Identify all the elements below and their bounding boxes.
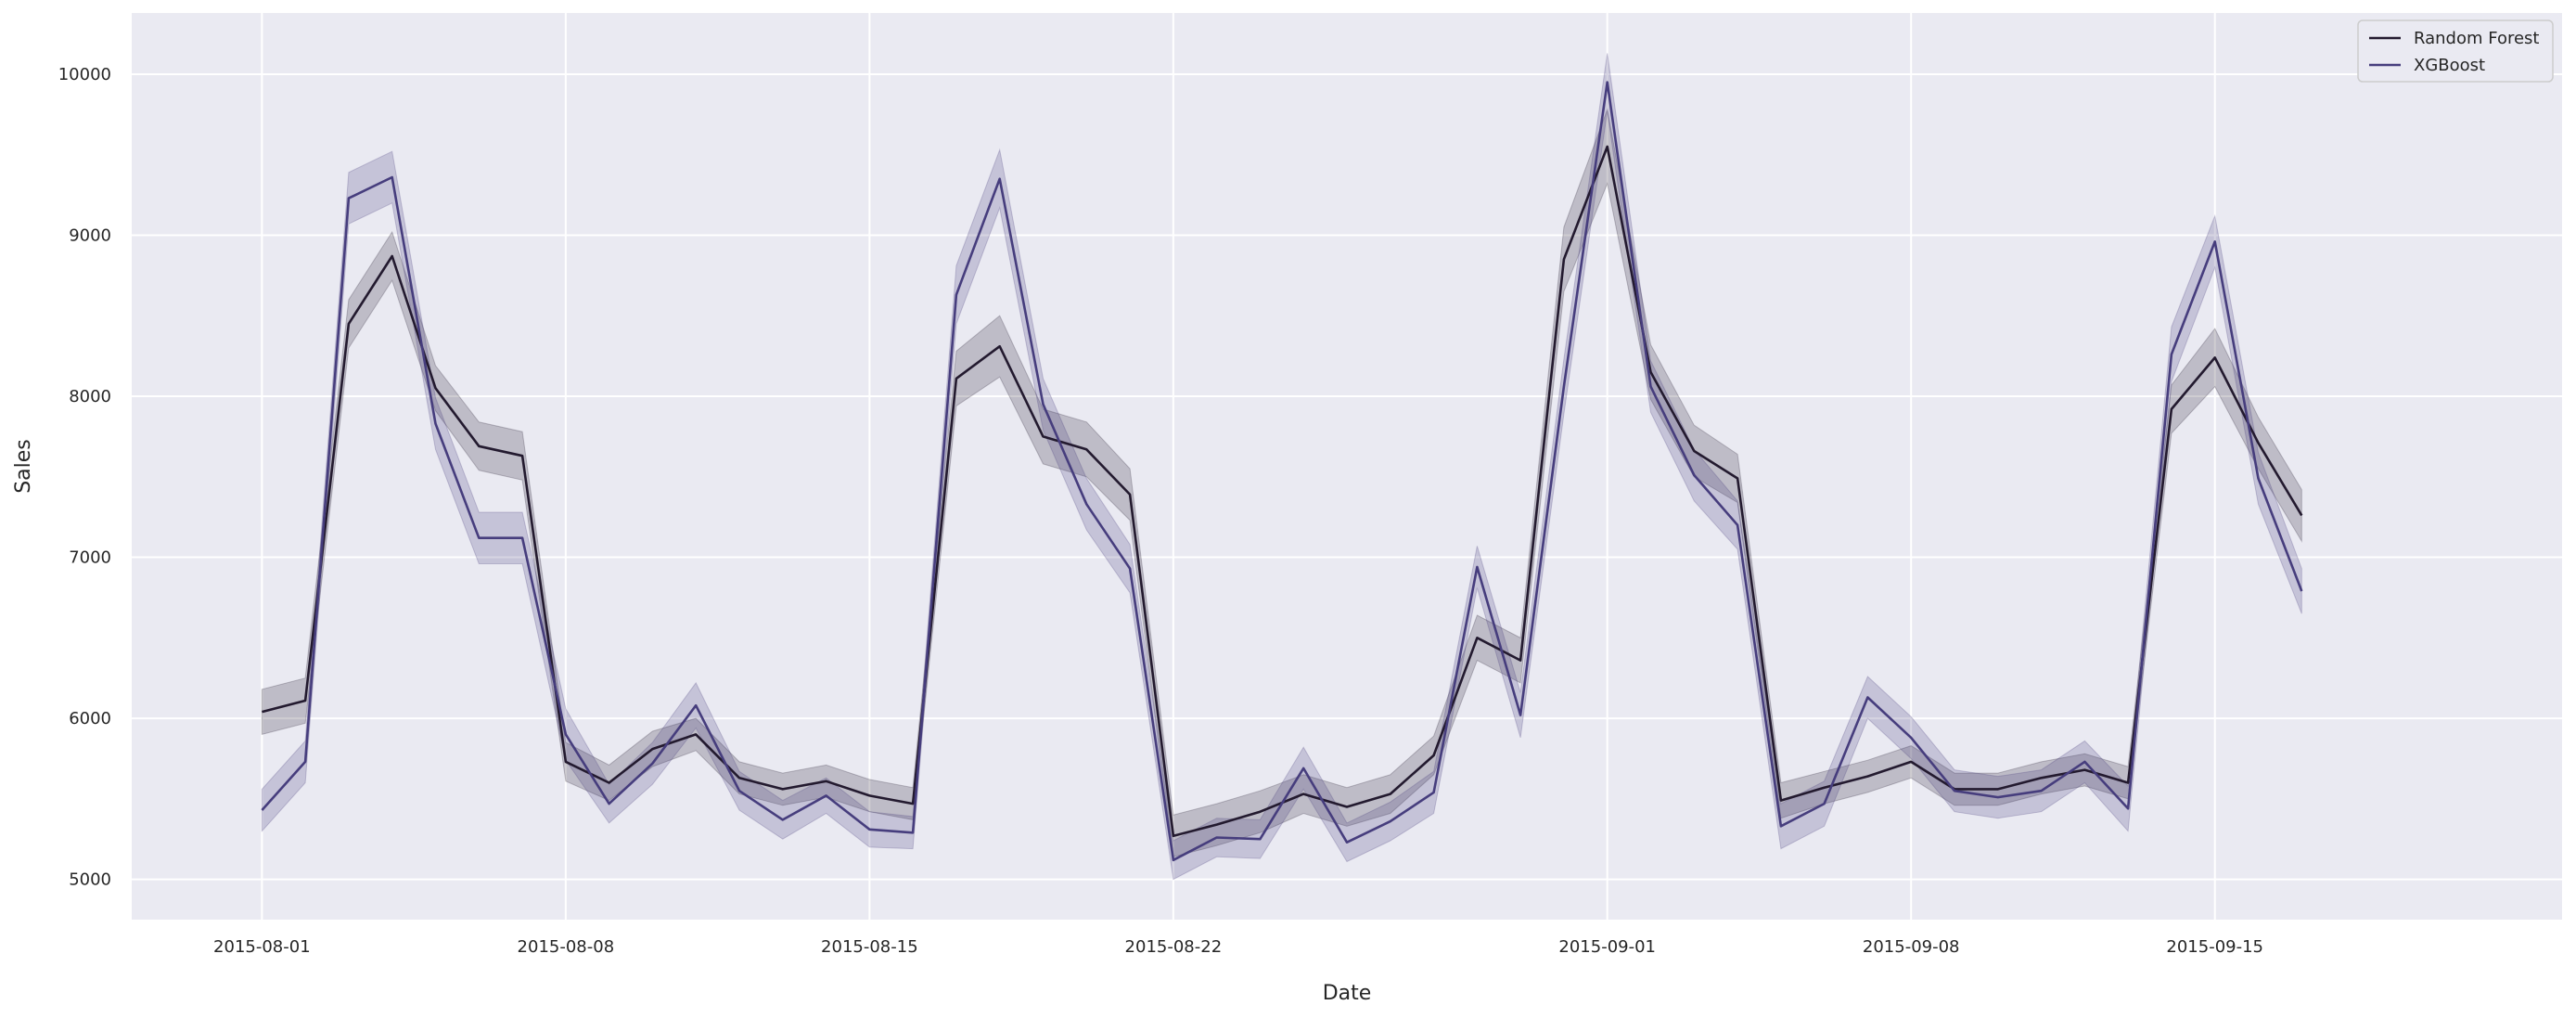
ci-band-xgboost — [261, 53, 2302, 881]
grid — [132, 13, 2562, 920]
legend-label-random-forest: Random Forest — [2414, 29, 2539, 48]
y-tick-label: 10000 — [58, 65, 111, 84]
x-axis-title: Date — [1323, 982, 1372, 1005]
y-tick-label: 9000 — [69, 226, 111, 245]
x-tick-label: 2015-09-15 — [2166, 937, 2263, 957]
y-tick-label: 5000 — [69, 870, 111, 890]
legend-box — [2357, 19, 2554, 83]
x-tick-label: 2015-09-01 — [1558, 937, 1656, 957]
series-line-xgboost — [261, 81, 2303, 862]
y-tick-label: 6000 — [69, 709, 111, 728]
x-tick-label: 2015-08-15 — [821, 937, 918, 957]
series-lines — [261, 81, 2303, 862]
x-tick-label: 2015-08-22 — [1125, 937, 1223, 957]
x-tick-labels: 2015-08-01 2015-08-08 2015-08-15 2015-08-22… — [213, 937, 2263, 957]
y-tick-labels: 5000 6000 7000 8000 9000 10000 — [58, 65, 111, 890]
x-tick-label: 2015-08-01 — [213, 937, 311, 957]
legend-label-xgboost: XGBoost — [2414, 56, 2485, 75]
x-tick-label: 2015-08-08 — [518, 937, 615, 957]
legend: Random Forest XGBoost — [2357, 19, 2554, 83]
y-tick-label: 7000 — [69, 548, 111, 568]
y-tick-label: 8000 — [69, 387, 111, 406]
x-tick-label: 2015-09-08 — [1863, 937, 1960, 957]
y-axis-title: Sales — [12, 439, 35, 494]
plot-background — [132, 13, 2562, 920]
